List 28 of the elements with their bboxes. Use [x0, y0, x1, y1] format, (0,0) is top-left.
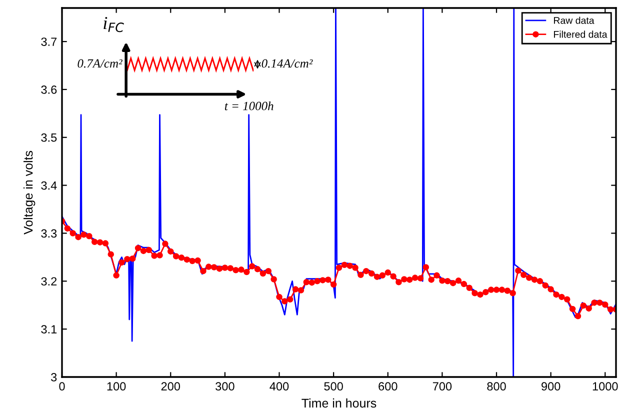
- x-tick-label: 700: [432, 382, 452, 391]
- x-tick-label: 300: [216, 382, 234, 391]
- x-tick-label: 600: [378, 382, 398, 391]
- annotation: 0.7A/cm²: [78, 59, 122, 68]
- annotation: 0.14A/cm²: [262, 59, 313, 68]
- y-tick-label: 3.6: [41, 86, 57, 94]
- legend-label: Raw data: [554, 16, 594, 24]
- x-tick-label: 500: [324, 382, 343, 391]
- y-tick-label: 3.3: [41, 229, 57, 238]
- y-axis-title: Voltage in volts: [24, 150, 36, 234]
- y-tick-label: 3.5: [41, 133, 57, 142]
- y-tick-label: 3.4: [41, 181, 57, 190]
- x-tick-label: 400: [270, 382, 289, 391]
- x-tick-label: 200: [161, 382, 180, 391]
- line-series: [62, 8, 616, 377]
- x-tick-label: 1000: [592, 382, 618, 391]
- y-tick-label: 3.1: [41, 325, 57, 334]
- x-axis-title: Time in hours: [302, 398, 376, 408]
- y-tick-label: 3.2: [41, 277, 57, 286]
- x-tick-label: 0: [59, 382, 65, 391]
- x-tick-label: 900: [542, 382, 560, 391]
- x-tick-label: 800: [487, 382, 506, 391]
- y-tick-label: 3: [51, 373, 57, 382]
- legend-label: Filtered data: [554, 30, 608, 38]
- y-tick-label: 3.7: [41, 38, 57, 46]
- x-tick-label: 100: [107, 382, 126, 391]
- annotation: i$_{FC}$: [104, 17, 124, 32]
- annotation: t = 1000h: [224, 101, 274, 110]
